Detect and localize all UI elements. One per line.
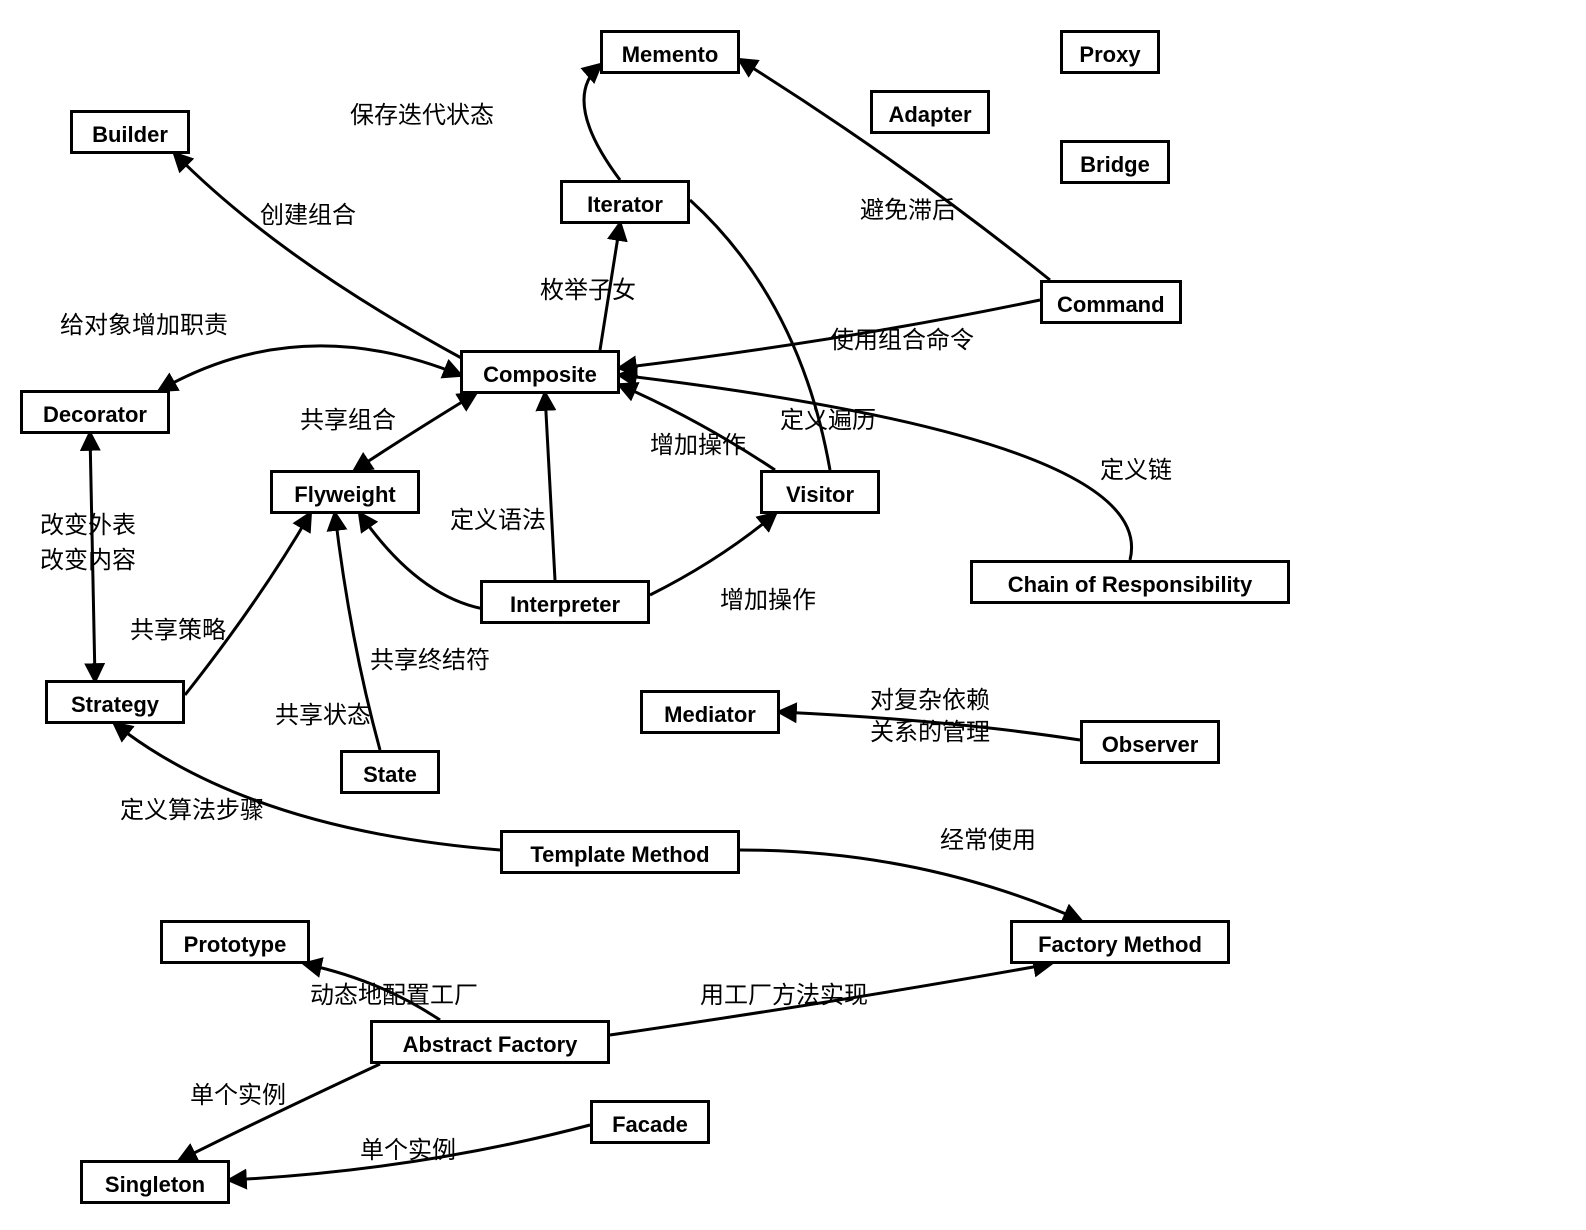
edge-label-e_tmpl_strat: 定义算法步骤 [120, 790, 264, 825]
edge-label-e_iter_mem: 保存迭代状态 [350, 95, 494, 130]
edge-label-e_af_single: 单个实例 [190, 1075, 286, 1110]
node-proxy: Proxy [1060, 30, 1160, 74]
node-state: State [340, 750, 440, 794]
edge-e_int_comp [545, 394, 555, 580]
edge-label-e_cmd_comp: 使用组合命令 [830, 320, 974, 355]
node-interpreter: Interpreter [480, 580, 650, 624]
node-memento: Memento [600, 30, 740, 74]
edge-e_iter_mem [584, 65, 620, 180]
node-flyweight: Flyweight [270, 470, 420, 514]
node-iterator: Iterator [560, 180, 690, 224]
node-decorator: Decorator [20, 390, 170, 434]
node-adapter: Adapter [870, 90, 990, 134]
node-mediator: Mediator [640, 690, 780, 734]
edge-e_tmpl_strat [115, 724, 500, 850]
node-observer: Observer [1080, 720, 1220, 764]
edge-label-e_vis_comp: 增加操作 [650, 425, 746, 460]
node-prototype: Prototype [160, 920, 310, 964]
edge-label-e_comp_dec: 给对象增加职责 [60, 305, 228, 340]
edge-label-e_dec_strat: 改变外表 [40, 505, 136, 540]
node-chain: Chain of Responsibility [970, 560, 1290, 604]
edge-label-e_obs_med: 对复杂依赖 [870, 680, 990, 715]
node-abstractfactory: Abstract Factory [370, 1020, 610, 1064]
node-visitor: Visitor [760, 470, 880, 514]
edge-label-e_obs_med2: 关系的管理 [870, 712, 990, 747]
edge-label-e_state_fly: 共享状态 [275, 695, 371, 730]
node-bridge: Bridge [1060, 140, 1170, 184]
edge-label-e_dec_strat2: 改变内容 [40, 540, 136, 575]
edge-e_strat_fly [185, 514, 310, 695]
node-composite: Composite [460, 350, 620, 394]
node-command: Command [1040, 280, 1182, 324]
edge-e_tmpl_fm [740, 850, 1080, 920]
edge-label-e_iter_comp2: 定义遍历 [780, 400, 876, 435]
node-facade: Facade [590, 1100, 710, 1144]
node-singleton: Singleton [80, 1160, 230, 1204]
edge-label-e_strat_fly: 共享策略 [130, 610, 226, 645]
edge-label-e_int_fly: 共享终结符 [370, 640, 490, 675]
edge-e_comp_dec [160, 346, 460, 390]
node-template: Template Method [500, 830, 740, 874]
edge-label-e_af_proto: 动态地配置工厂 [310, 975, 478, 1010]
node-strategy: Strategy [45, 680, 185, 724]
edge-label-e_chain_comp: 定义链 [1100, 450, 1172, 485]
edge-label-e_int_vis: 增加操作 [720, 580, 816, 615]
edge-label-e_comp_build: 创建组合 [260, 195, 356, 230]
edge-label-e_comp_fly: 共享组合 [300, 400, 396, 435]
edge-label-e_af_fm: 用工厂方法实现 [700, 975, 868, 1010]
edge-label-e_cmd_mem: 避免滞后 [860, 190, 956, 225]
diagram-edges-layer [0, 0, 1586, 1230]
node-factorymethod: Factory Method [1010, 920, 1230, 964]
edge-label-e_fac_single: 单个实例 [360, 1130, 456, 1165]
edge-label-e_tmpl_fm: 经常使用 [940, 820, 1036, 855]
node-builder: Builder [70, 110, 190, 154]
edge-label-e_comp_iter: 枚举子女 [540, 270, 636, 305]
edge-label-e_int_comp: 定义语法 [450, 500, 546, 535]
